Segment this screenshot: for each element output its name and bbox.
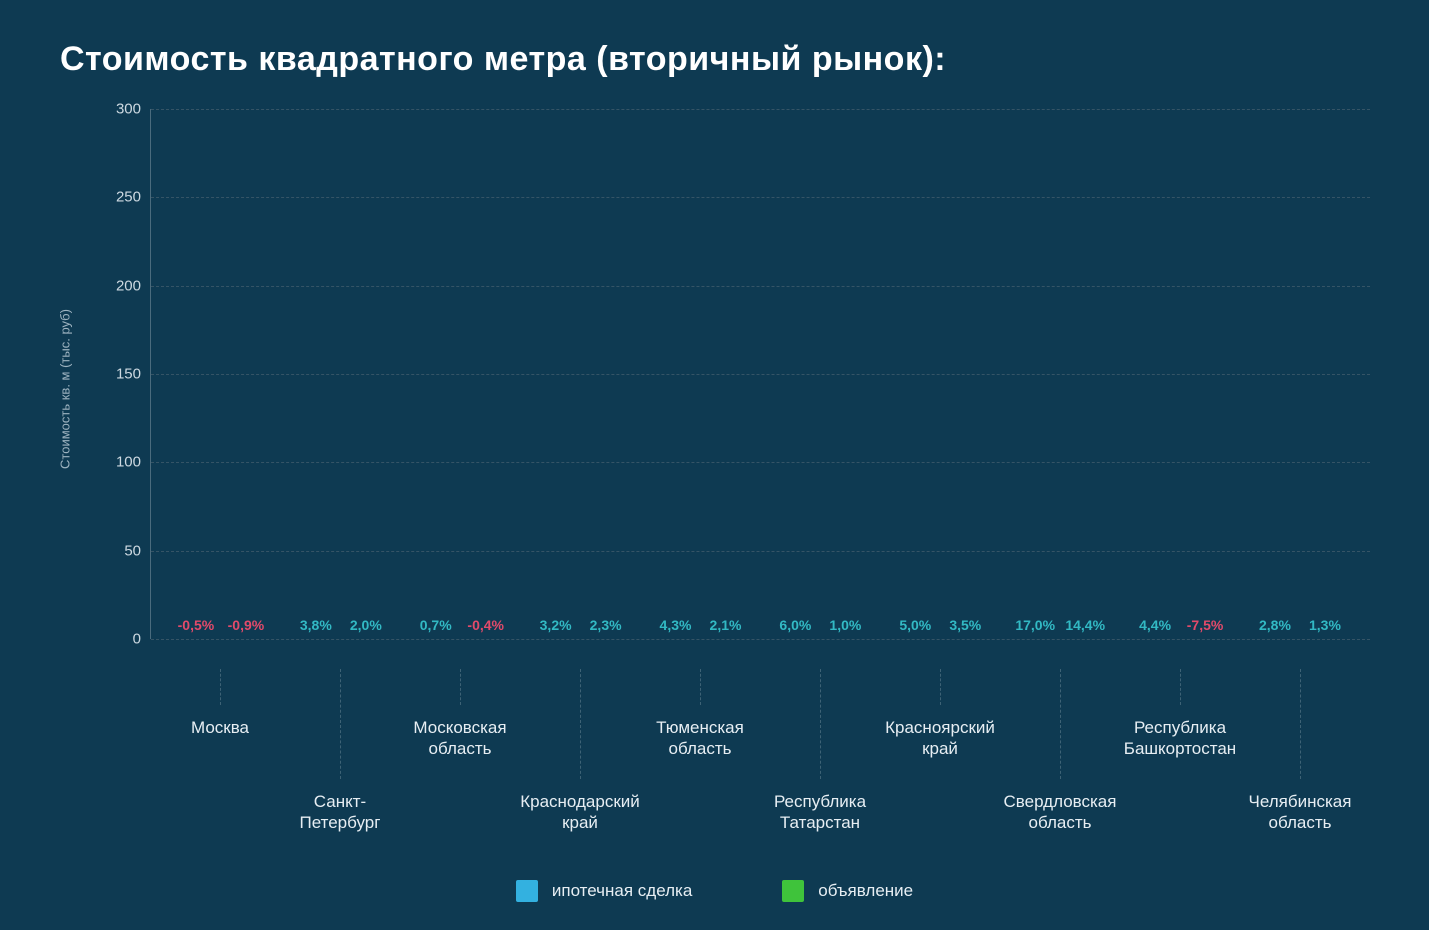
y-tick-label: 150 [116, 366, 141, 383]
page: Стоимость квадратного метра (вторичный р… [0, 0, 1429, 930]
y-tick-label: 50 [124, 542, 141, 559]
x-axis-item: Тюменская область [650, 669, 750, 834]
bar-pct-label: 2,3% [590, 617, 622, 633]
x-axis-label: Республика Татарстан [774, 791, 866, 834]
legend-item-listing: объявление [782, 880, 913, 902]
bar-pct-label: 3,5% [949, 617, 981, 633]
x-axis-item: Республика Башкортостан [1130, 669, 1230, 834]
y-tick-label: 100 [116, 454, 141, 471]
x-axis-label: Санкт-Петербург [290, 791, 390, 834]
bar-pct-label: 4,4% [1139, 617, 1171, 633]
bar-pct-label: 17,0% [1015, 617, 1055, 633]
bar-pct-label: 1,3% [1309, 617, 1341, 633]
x-axis-label: Московская область [413, 717, 506, 760]
x-axis-label: Москва [191, 717, 249, 738]
x-axis-item: Республика Татарстан [770, 669, 870, 834]
x-axis-label: Тюменская область [656, 717, 744, 760]
bar-pct-label: 2,0% [350, 617, 382, 633]
bar-pct-label: -0,4% [467, 617, 504, 633]
gridline [151, 109, 1370, 110]
legend: ипотечная сделка объявление [0, 880, 1429, 902]
bar-pct-label: 2,8% [1259, 617, 1291, 633]
x-axis-item: Красноярский край [890, 669, 990, 834]
bar-pct-label: 0,7% [420, 617, 452, 633]
x-axis-item: Московская область [410, 669, 510, 834]
bar-pct-label: 3,2% [540, 617, 572, 633]
x-axis-item: Москва [170, 669, 270, 834]
y-tick-label: 300 [116, 101, 141, 118]
y-tick-label: 0 [133, 631, 141, 648]
legend-swatch-listing [782, 880, 804, 902]
chart: Стоимость кв. м (тыс. руб) -0,5%-0,9%3,8… [110, 109, 1370, 669]
chart-title: Стоимость квадратного метра (вторичный р… [60, 40, 1369, 79]
x-axis-item: Свердловская область [1010, 669, 1110, 834]
bar-pct-label: 1,0% [829, 617, 861, 633]
gridline [151, 462, 1370, 463]
x-axis-label: Краснодарский край [520, 791, 640, 834]
gridline [151, 197, 1370, 198]
x-tick [340, 669, 341, 779]
bar-pct-label: -0,5% [178, 617, 215, 633]
x-axis-label: Челябинская область [1249, 791, 1352, 834]
plot-area: -0,5% -0,9% 3,8% 2,0% 0,7% -0,4% 3,2% 2,3% 4,3% 2… [150, 109, 1370, 639]
x-tick [1300, 669, 1301, 779]
gridline [151, 374, 1370, 375]
x-axis-label: Свердловская область [1004, 791, 1117, 834]
x-axis: Москва Санкт-Петербург Московская область К… [150, 669, 1370, 869]
legend-swatch-mortgage [516, 880, 538, 902]
bar-pct-label: 14,4% [1065, 617, 1105, 633]
y-tick-label: 250 [116, 189, 141, 206]
x-tick [1180, 669, 1181, 705]
x-axis-item: Санкт-Петербург [290, 669, 390, 834]
x-axis-label: Республика Башкортостан [1124, 717, 1236, 760]
x-tick [820, 669, 821, 779]
bar-pct-label: -0,9% [228, 617, 265, 633]
gridline [151, 551, 1370, 552]
bar-pct-label: 4,3% [660, 617, 692, 633]
gridline [151, 639, 1370, 640]
bar-pct-label: 6,0% [779, 617, 811, 633]
legend-label-mortgage: ипотечная сделка [552, 881, 692, 901]
x-axis-label: Красноярский край [885, 717, 995, 760]
bar-pct-label: -7,5% [1187, 617, 1224, 633]
x-tick [940, 669, 941, 705]
legend-label-listing: объявление [818, 881, 913, 901]
gridline [151, 286, 1370, 287]
x-axis-item: Челябинская область [1250, 669, 1350, 834]
x-axis-items: Москва Санкт-Петербург Московская область К… [150, 669, 1370, 834]
y-tick-label: 200 [116, 277, 141, 294]
x-tick [1060, 669, 1061, 779]
x-tick [580, 669, 581, 779]
legend-item-mortgage: ипотечная сделка [516, 880, 692, 902]
y-axis-label: Стоимость кв. м (тыс. руб) [58, 309, 73, 469]
bar-pct-label: 3,8% [300, 617, 332, 633]
x-axis-item: Краснодарский край [530, 669, 630, 834]
x-tick [460, 669, 461, 705]
bar-pct-label: 5,0% [899, 617, 931, 633]
x-tick [700, 669, 701, 705]
bar-pct-label: 2,1% [710, 617, 742, 633]
x-tick [220, 669, 221, 705]
